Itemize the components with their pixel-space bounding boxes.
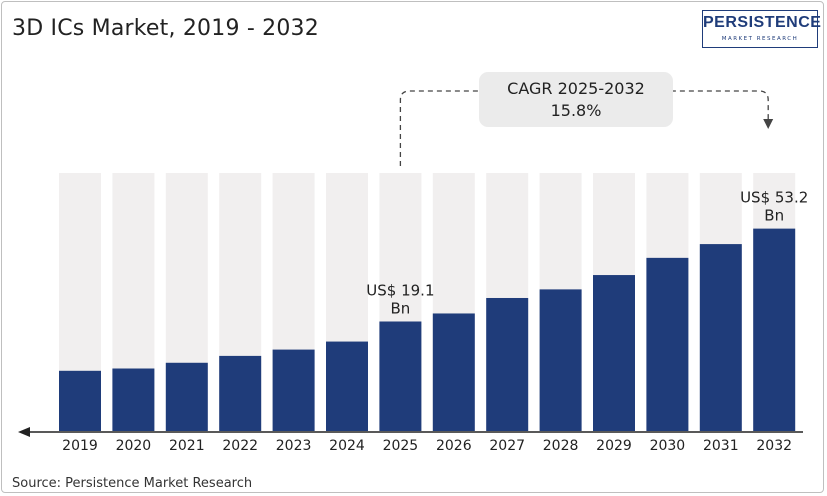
x-tick-2024: 2024 bbox=[329, 438, 365, 454]
cagr-callout: CAGR 2025-2032 15.8% bbox=[479, 72, 673, 127]
x-tick-2020: 2020 bbox=[116, 438, 152, 454]
x-tick-2021: 2021 bbox=[169, 438, 205, 454]
data-label-2032-line-1: US$ 53.2 bbox=[740, 189, 808, 207]
bar-2032 bbox=[753, 228, 796, 431]
bar-2021 bbox=[165, 362, 208, 431]
data-bars bbox=[59, 228, 796, 431]
bar-2028 bbox=[539, 289, 582, 431]
x-tick-2025: 2025 bbox=[383, 438, 419, 454]
x-tick-2023: 2023 bbox=[276, 438, 312, 454]
cagr-arrowhead bbox=[763, 119, 774, 129]
x-tick-2026: 2026 bbox=[436, 438, 472, 454]
bar-2026 bbox=[432, 313, 475, 431]
x-tick-2032: 2032 bbox=[756, 438, 792, 454]
data-label-2032-line-2: Bn bbox=[764, 207, 784, 225]
bar-2019 bbox=[59, 370, 101, 431]
cagr-title: CAGR 2025-2032 bbox=[507, 79, 645, 98]
x-tick-2027: 2027 bbox=[489, 438, 525, 454]
bar-2030 bbox=[646, 257, 689, 431]
x-axis-arrow bbox=[18, 427, 30, 437]
data-label-2025-line-1: US$ 19.1 bbox=[366, 281, 434, 299]
cagr-value: 15.8% bbox=[550, 101, 602, 120]
bar-2029 bbox=[593, 275, 635, 431]
x-tick-2028: 2028 bbox=[543, 438, 579, 454]
bar-2020 bbox=[112, 368, 155, 431]
chart-title: 3D ICs Market, 2019 - 2032 bbox=[12, 16, 319, 41]
bar-2025 bbox=[379, 321, 422, 431]
x-tick-2029: 2029 bbox=[596, 438, 632, 454]
bar-2024 bbox=[326, 341, 368, 431]
bar-2022 bbox=[219, 355, 262, 431]
x-tick-2030: 2030 bbox=[650, 438, 686, 454]
bar-2023 bbox=[272, 349, 315, 431]
logo-tagline: MARKET RESEARCH bbox=[721, 36, 799, 42]
persistence-logo: PERSISTENCE MARKET RESEARCH bbox=[702, 10, 822, 48]
bar-2031 bbox=[699, 244, 742, 431]
source-note: Source: Persistence Market Research bbox=[12, 476, 253, 491]
x-tick-2019: 2019 bbox=[62, 438, 98, 454]
bar-2027 bbox=[486, 297, 529, 431]
x-tick-2022: 2022 bbox=[222, 438, 258, 454]
logo-name: PERSISTENCE bbox=[703, 14, 822, 31]
x-tick-2031: 2031 bbox=[703, 438, 739, 454]
data-label-2025-line-2: Bn bbox=[390, 299, 410, 317]
x-tick-labels: 2019 2020 2021 2022 2023 2024 2025 2026 2027 2028… bbox=[62, 438, 792, 454]
